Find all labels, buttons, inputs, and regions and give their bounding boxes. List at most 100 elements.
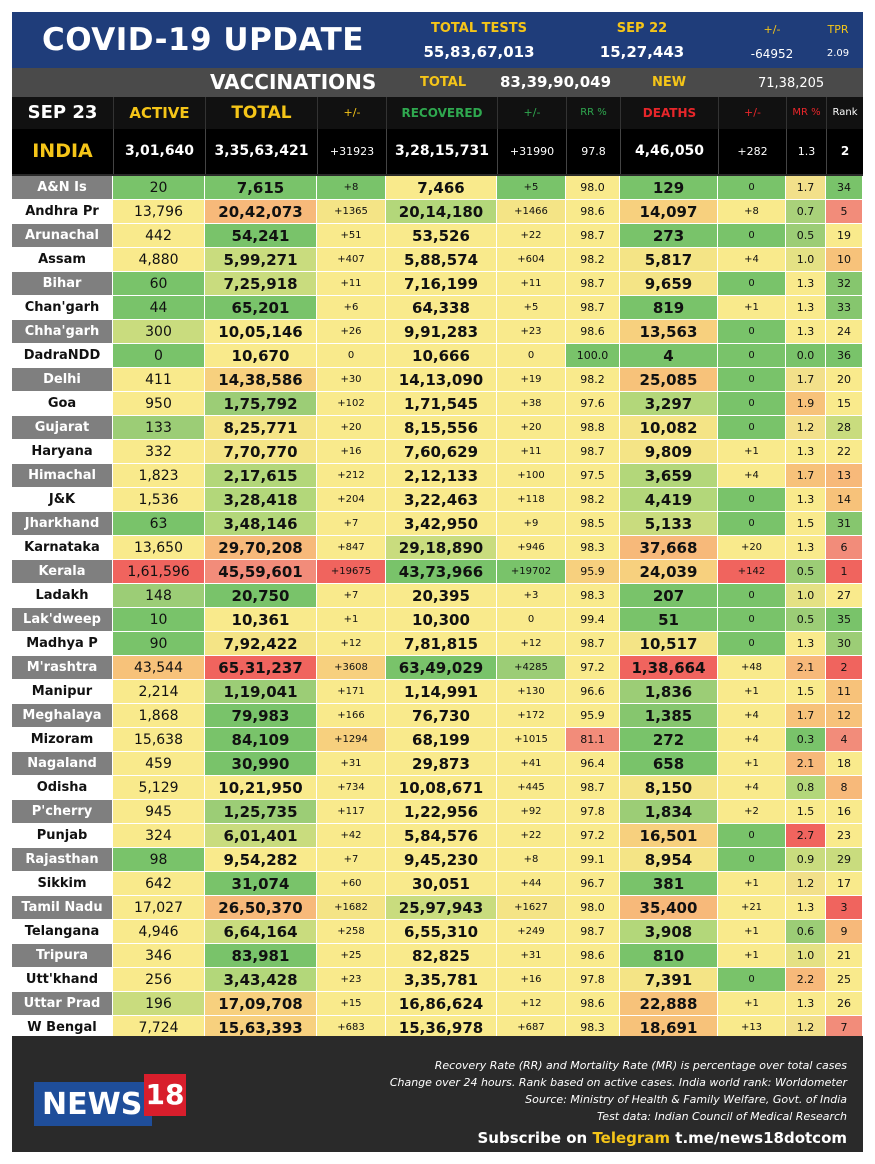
recovered-cell: 8,15,556 xyxy=(386,416,497,440)
table-row: Himachal 1,823 2,17,615 +212 2,12,133 +100 97.… xyxy=(12,464,863,488)
recovered-change-cell: +8 xyxy=(497,848,566,872)
recovered-change-cell: 0 xyxy=(497,344,566,368)
total-cell: 1,25,735 xyxy=(205,800,317,824)
table-row: Manipur 2,214 1,19,041 +171 1,14,991 +130 96.6… xyxy=(12,680,863,704)
deaths-change-cell: +48 xyxy=(718,656,786,680)
state-name: Uttar Prad xyxy=(12,992,113,1016)
table-row: Lak'dweep 10 10,361 +1 10,300 0 99.4 51 0 0.5 35 xyxy=(12,608,863,632)
active-cell: 442 xyxy=(113,224,205,248)
deaths-cell: 14,097 xyxy=(620,200,718,224)
rr-cell: 98.3 xyxy=(566,584,620,608)
recovered-cell: 82,825 xyxy=(386,944,497,968)
deaths-change-cell: +1 xyxy=(718,872,786,896)
total-cell: 20,42,073 xyxy=(205,200,317,224)
total-cell: 45,59,601 xyxy=(205,560,317,584)
recovered-cell: 25,97,943 xyxy=(386,896,497,920)
active-cell: 411 xyxy=(113,368,205,392)
total-cell: 26,50,370 xyxy=(205,896,317,920)
rr-cell: 81.1 xyxy=(566,728,620,752)
table-row: Assam 4,880 5,99,271 +407 5,88,574 +604 98.2 5,… xyxy=(12,248,863,272)
mr-cell: 0.9 xyxy=(786,848,826,872)
total-cell: 3,28,418 xyxy=(205,488,317,512)
tests-change-value: -64952 xyxy=(750,47,794,61)
deaths-cell: 272 xyxy=(620,728,718,752)
total-cell: 6,64,164 xyxy=(205,920,317,944)
mr-cell: 1.5 xyxy=(786,512,826,536)
deaths-cell: 819 xyxy=(620,296,718,320)
recovered-change-cell: +22 xyxy=(497,224,566,248)
state-name: Gujarat xyxy=(12,416,113,440)
recovered-cell: 2,12,133 xyxy=(386,464,497,488)
total-cell: 79,983 xyxy=(205,704,317,728)
mr-cell: 1.3 xyxy=(786,272,826,296)
recovered-cell: 6,55,310 xyxy=(386,920,497,944)
deaths-change-cell: +8 xyxy=(718,200,786,224)
rank-cell: 31 xyxy=(826,512,863,536)
recovered-cell: 1,71,545 xyxy=(386,392,497,416)
vaccinations-new-label: NEW xyxy=(652,75,687,90)
rank-cell: 24 xyxy=(826,320,863,344)
table-row: Karnataka 13,650 29,70,208 +847 29,18,890 +94… xyxy=(12,536,863,560)
recovered-change-cell: +3 xyxy=(497,584,566,608)
total-cell: 20,750 xyxy=(205,584,317,608)
rr-cell: 98.3 xyxy=(566,536,620,560)
deaths-change-cell: 0 xyxy=(718,224,786,248)
active-cell: 4,880 xyxy=(113,248,205,272)
recovered-cell: 9,45,230 xyxy=(386,848,497,872)
deaths-change-cell: 0 xyxy=(718,320,786,344)
state-name: Bihar xyxy=(12,272,113,296)
active-cell: 90 xyxy=(113,632,205,656)
india-deaths: 4,46,050 xyxy=(620,129,718,174)
rr-cell: 95.9 xyxy=(566,704,620,728)
recovered-cell: 3,22,463 xyxy=(386,488,497,512)
recovered-change-cell: +16 xyxy=(497,968,566,992)
column-recovered: RECOVERED xyxy=(386,97,497,129)
rank-cell: 14 xyxy=(826,488,863,512)
deaths-change-cell: 0 xyxy=(718,584,786,608)
state-name: Delhi xyxy=(12,368,113,392)
state-name: Andhra Pr xyxy=(12,200,113,224)
deaths-cell: 207 xyxy=(620,584,718,608)
active-cell: 13,796 xyxy=(113,200,205,224)
total-change-cell: +11 xyxy=(317,272,386,296)
india-mr: 1.3 xyxy=(786,129,826,174)
total-cell: 10,05,146 xyxy=(205,320,317,344)
rr-cell: 97.6 xyxy=(566,392,620,416)
rr-cell: 98.6 xyxy=(566,992,620,1016)
rank-cell: 30 xyxy=(826,632,863,656)
total-change-cell: +1365 xyxy=(317,200,386,224)
total-change-cell: +212 xyxy=(317,464,386,488)
active-cell: 1,61,596 xyxy=(113,560,205,584)
rr-cell: 98.6 xyxy=(566,200,620,224)
deaths-cell: 658 xyxy=(620,752,718,776)
active-cell: 950 xyxy=(113,392,205,416)
state-name: Sikkim xyxy=(12,872,113,896)
total-cell: 17,09,708 xyxy=(205,992,317,1016)
recovered-cell: 10,08,671 xyxy=(386,776,497,800)
recovered-cell: 10,300 xyxy=(386,608,497,632)
india-recovered-change: +31990 xyxy=(497,129,566,174)
tpr-value: 2.09 xyxy=(826,48,850,59)
india-total-change: +31923 xyxy=(317,129,386,174)
deaths-change-cell: +1 xyxy=(718,944,786,968)
active-cell: 459 xyxy=(113,752,205,776)
rank-cell: 1 xyxy=(826,560,863,584)
state-name: Kerala xyxy=(12,560,113,584)
state-name: Nagaland xyxy=(12,752,113,776)
rr-cell: 98.0 xyxy=(566,896,620,920)
table-row: Jharkhand 63 3,48,146 +7 3,42,950 +9 98.5 5,133… xyxy=(12,512,863,536)
deaths-change-cell: +1 xyxy=(718,752,786,776)
table-row: Madhya P 90 7,92,422 +12 7,81,815 +12 98.7 10,5… xyxy=(12,632,863,656)
india-active: 3,01,640 xyxy=(113,129,205,174)
deaths-cell: 3,297 xyxy=(620,392,718,416)
deaths-change-cell: 0 xyxy=(718,272,786,296)
total-cell: 3,48,146 xyxy=(205,512,317,536)
total-change-cell: +166 xyxy=(317,704,386,728)
deaths-change-cell: +4 xyxy=(718,776,786,800)
total-change-cell: 0 xyxy=(317,344,386,368)
rank-cell: 17 xyxy=(826,872,863,896)
mr-cell: 1.3 xyxy=(786,896,826,920)
table-row: Delhi 411 14,38,586 +30 14,13,090 +19 98.2 25,0… xyxy=(12,368,863,392)
mr-cell: 0.5 xyxy=(786,608,826,632)
telegram-link[interactable]: t.me/news18dotcom xyxy=(675,1129,847,1147)
